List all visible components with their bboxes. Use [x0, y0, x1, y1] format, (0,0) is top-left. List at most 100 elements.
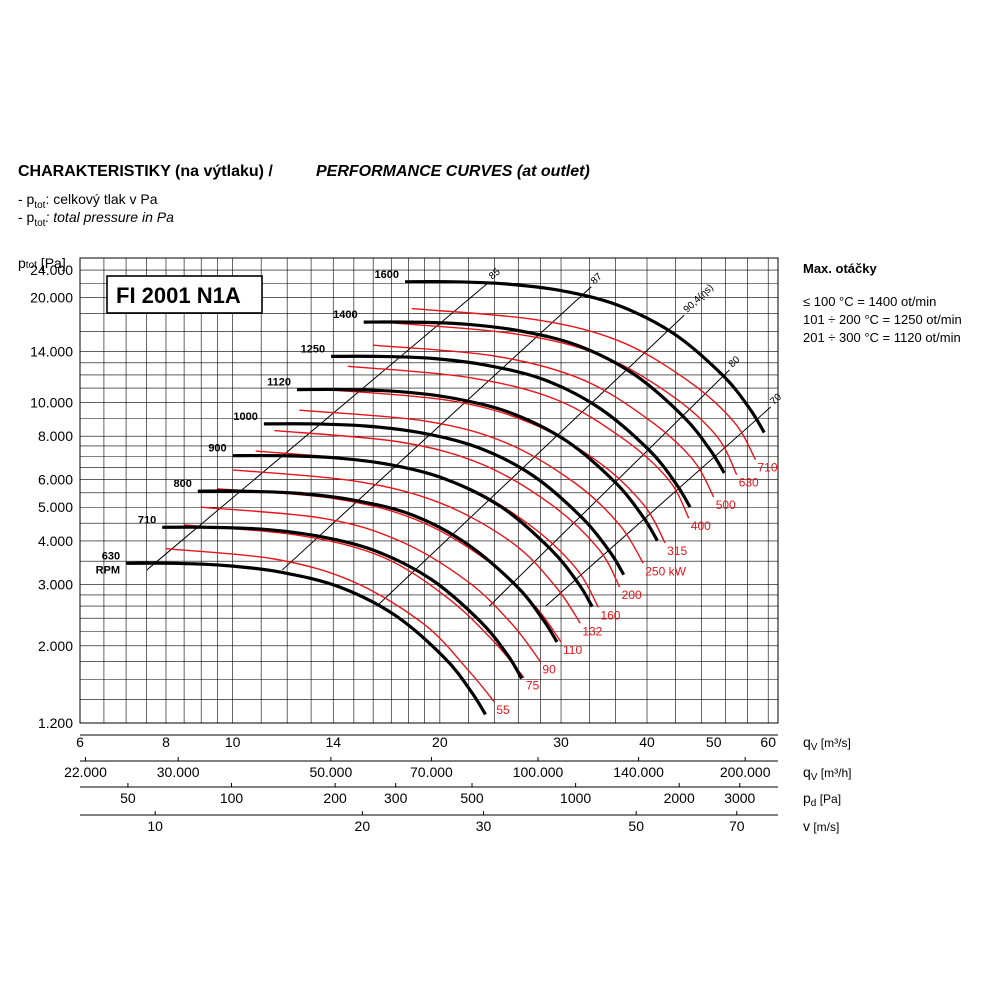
y-tick-label: 20.000 — [30, 290, 73, 306]
speed-label: 1250 — [301, 343, 325, 355]
y-tick-label: 14.000 — [30, 344, 73, 360]
power-label: 315 — [667, 544, 687, 558]
power-label: 160 — [600, 608, 620, 622]
y-tick-label: 4.000 — [38, 533, 73, 549]
aux-tick-label: 500 — [460, 790, 484, 806]
power-label: 110 — [563, 643, 582, 657]
aux-tick-label: 50 — [628, 818, 644, 834]
y-tick-label: 10.000 — [30, 394, 73, 410]
aux-tick-label: 30.000 — [157, 764, 200, 780]
aux-tick-label: 10 — [147, 818, 163, 834]
speed-curve — [404, 280, 766, 434]
power-label: 500 — [716, 498, 736, 512]
aux-tick-label: 300 — [384, 790, 408, 806]
power-curve — [322, 388, 666, 544]
y-tick-label: 5.000 — [38, 499, 73, 515]
aux-tick-label: 30 — [476, 818, 492, 834]
legend-notes: - ptot: celkový tlak v Pa- ptot: total p… — [18, 191, 174, 229]
note-line: - ptot: celkový tlak v Pa — [18, 191, 158, 211]
speed-label: 710 — [138, 514, 156, 526]
aux-tick-label: 50.000 — [309, 764, 352, 780]
efficiency-label: 87 — [589, 271, 605, 287]
power-label: 400 — [691, 519, 711, 533]
y-tick-label: 1.200 — [38, 715, 73, 731]
speed-curve — [126, 561, 487, 716]
x-axis-label: qV [m³/s] — [803, 734, 851, 753]
efficiency-line — [488, 369, 730, 607]
efficiency-label: 80 — [727, 354, 743, 370]
speed-curve — [232, 453, 594, 608]
x-tick-label: 50 — [706, 734, 722, 750]
aux-tick-label: 2000 — [664, 790, 695, 806]
aux-tick-label: 70.000 — [410, 764, 453, 780]
max-speed-info: Max. otáčky ≤ 100 °C = 1400 ot/min 101 ÷ 2… — [803, 261, 962, 345]
power-curve — [411, 307, 757, 461]
x-tick-label: 30 — [553, 734, 569, 750]
efficiency-label: 90,4(ηs) — [682, 282, 716, 315]
x-tick-label: 8 — [162, 734, 170, 750]
y-tick-label: 24.000 — [30, 262, 73, 278]
aux-axis-label: pd [Pa] — [803, 790, 841, 809]
aux-tick-label: 200 — [323, 790, 347, 806]
aux-tick-label: 200.000 — [720, 764, 771, 780]
speed-curve — [162, 525, 524, 680]
model-label: FI 2001 N1A — [116, 283, 241, 308]
speed-curve — [331, 354, 692, 509]
aux-axis-label: qV [m³/h] — [803, 764, 851, 783]
speed-curve — [296, 387, 659, 542]
power-curve — [299, 409, 644, 564]
speed-label: 1600 — [375, 269, 399, 281]
model-box — [106, 275, 263, 314]
aux-tick-label: 50 — [120, 790, 136, 806]
efficiency-line — [376, 314, 685, 607]
power-label: 90 — [542, 663, 556, 677]
aux-tick-label: 100 — [220, 790, 244, 806]
power-curve — [373, 344, 715, 498]
power-curve — [201, 506, 541, 663]
aux-axis-label: v [m/s] — [803, 818, 839, 834]
power-label: 55 — [496, 703, 510, 717]
y-axis-label: ptot [Pa] — [18, 255, 66, 271]
speed-label: 1400 — [333, 309, 357, 321]
speed-curves: 630 RPM 710 800 900 1000 1120 1250 1400 1600 — [96, 269, 766, 716]
aux-tick-label: 100.000 — [513, 764, 564, 780]
aux-tick-label: 140.000 — [613, 764, 664, 780]
efficiency-line — [146, 281, 490, 571]
speed-label: 630 — [102, 550, 120, 562]
x-tick-label: 14 — [325, 734, 341, 750]
power-label: 250 kW — [645, 564, 686, 578]
power-label: 132 — [582, 624, 602, 638]
speed-curve — [197, 489, 559, 643]
speed-label: 800 — [173, 478, 191, 490]
power-curve — [347, 365, 690, 519]
max-speed-line: 101 ÷ 200 °C = 1250 ot/min — [803, 312, 962, 327]
note-line: - ptot: total pressure in Pa — [18, 209, 174, 229]
speed-label: 1120 — [267, 377, 291, 389]
x-tick-label: 20 — [432, 734, 448, 750]
aux-tick-label: 1000 — [560, 790, 591, 806]
x-tick-label: 40 — [639, 734, 655, 750]
power-label: 200 — [622, 588, 642, 602]
efficiency-label: 85 — [487, 266, 503, 282]
chart-axes: 1.200 2.000 3.000 4.000 5.000 6.000 8.000 10.00… — [18, 255, 851, 834]
max-speed-title: Max. otáčky — [803, 261, 877, 276]
efficiency-line — [545, 406, 772, 607]
aux-tick-label: 3000 — [724, 790, 755, 806]
aux-tick-label: 20 — [355, 818, 371, 834]
y-tick-label: 2.000 — [38, 638, 73, 654]
chart-title-cz: CHARAKTERISTIKY (na výtlaku) / — [18, 163, 273, 180]
y-tick-label: 8.000 — [38, 428, 73, 444]
max-speed-line: ≤ 100 °C = 1400 ot/min — [803, 294, 936, 309]
x-tick-label: 6 — [76, 734, 84, 750]
x-tick-label: 10 — [225, 734, 241, 750]
power-curve — [184, 524, 525, 679]
y-tick-label: 3.000 — [38, 576, 73, 592]
power-label: 75 — [526, 679, 540, 693]
efficiency-label: 70 — [768, 391, 784, 407]
speed-curve — [363, 320, 726, 474]
chart-title-en: PERFORMANCE CURVES (at outlet) — [316, 163, 590, 180]
chart-grid — [79, 257, 779, 724]
max-speed-line: 201 ÷ 300 °C = 1120 ot/min — [803, 330, 961, 345]
